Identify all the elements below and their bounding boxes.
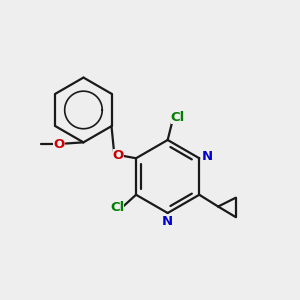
Text: N: N: [201, 150, 212, 163]
Text: Cl: Cl: [171, 110, 185, 124]
Text: Cl: Cl: [110, 201, 124, 214]
Text: O: O: [53, 138, 64, 151]
Text: O: O: [113, 149, 124, 162]
Text: N: N: [161, 215, 172, 228]
